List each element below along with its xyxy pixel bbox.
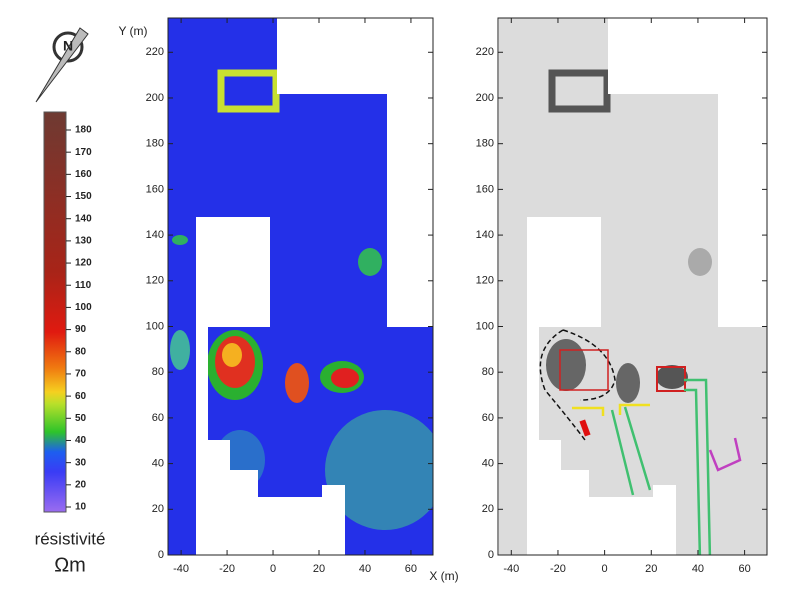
y-tick-label: 0	[488, 549, 494, 561]
axes-frame	[167, 17, 434, 556]
y-tick-label: 200	[146, 92, 164, 104]
colorbar-tick-label: 90	[75, 324, 87, 335]
y-tick-label: 140	[146, 229, 164, 241]
colorbar-tick-label: 20	[75, 479, 87, 490]
y-tick-label: 200	[476, 92, 494, 104]
colorbar-tick-label: 50	[75, 413, 87, 424]
x-tick-label: -40	[173, 563, 189, 575]
colorbar-tick-label: 10	[75, 502, 87, 513]
y-tick-label: 80	[482, 366, 494, 378]
x-tick-label: -40	[503, 563, 519, 575]
colorbar-tick-label: 140	[75, 213, 92, 224]
x-tick-label: -20	[550, 563, 566, 575]
y-tick-label: 40	[482, 458, 494, 470]
x-tick-label: -20	[219, 563, 235, 575]
colorbar-tick-label: 170	[75, 147, 92, 158]
x-axis-label: X (m)	[429, 569, 458, 583]
y-tick-label: 40	[152, 458, 164, 470]
y-tick-label: 60	[482, 412, 494, 424]
interpretation-map	[499, 18, 767, 555]
y-tick-label: 100	[146, 320, 164, 332]
colorbar-tick-label: 40	[75, 435, 87, 446]
colorbar-tick-label: 60	[75, 391, 87, 402]
colorbar-tick-label: 70	[75, 369, 87, 380]
y-tick-label: 160	[476, 183, 494, 195]
x-tick-label: 0	[270, 563, 276, 575]
resistivity-map	[168, 18, 433, 555]
y-tick-label: 120	[476, 275, 494, 287]
colorbar-tick-label: 150	[75, 191, 92, 202]
y-tick-label: 180	[476, 138, 494, 150]
svg-text:N: N	[63, 38, 73, 54]
axes-frame	[497, 17, 768, 556]
y-tick-label: 100	[476, 320, 494, 332]
colorbar-tick-label: 120	[75, 258, 92, 269]
y-tick-label: 60	[152, 412, 164, 424]
x-tick-label: 40	[359, 563, 371, 575]
legend-unit: Ωm	[54, 554, 86, 576]
colorbar	[43, 111, 67, 513]
y-tick-label: 140	[476, 229, 494, 241]
colorbar-tick-label: 110	[75, 280, 92, 291]
x-tick-label: 60	[405, 563, 417, 575]
y-tick-label: 120	[146, 275, 164, 287]
y-tick-label: 20	[482, 503, 494, 515]
y-tick-label: 180	[146, 138, 164, 150]
y-tick-label: 20	[152, 503, 164, 515]
x-tick-label: 20	[313, 563, 325, 575]
y-tick-label: 80	[152, 366, 164, 378]
colorbar-tick-label: 130	[75, 236, 92, 247]
legend-label: résistivité	[35, 529, 106, 548]
y-tick-label: 160	[146, 183, 164, 195]
colorbar-tick-label: 180	[75, 125, 92, 136]
y-axis-label: Y (m)	[118, 24, 147, 38]
north-arrow: N	[35, 27, 89, 103]
colorbar-tick-label: 30	[75, 457, 87, 468]
x-tick-label: 0	[602, 563, 608, 575]
x-tick-label: 20	[645, 563, 657, 575]
colorbar-tick-label: 160	[75, 169, 92, 180]
y-tick-label: 220	[476, 46, 494, 58]
y-tick-label: 220	[146, 46, 164, 58]
x-tick-label: 60	[738, 563, 750, 575]
x-tick-label: 40	[692, 563, 704, 575]
y-tick-label: 0	[158, 549, 164, 561]
colorbar-tick-label: 80	[75, 346, 87, 357]
colorbar-tick-label: 100	[75, 302, 92, 313]
